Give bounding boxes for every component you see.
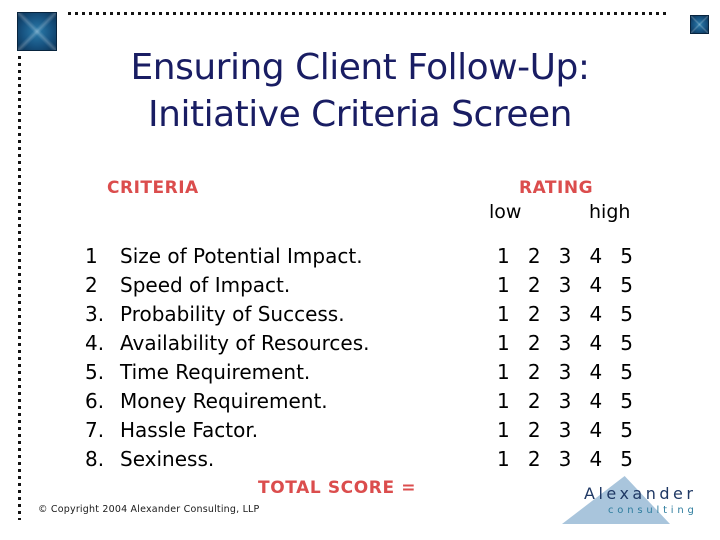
criteria-label: Hassle Factor. xyxy=(120,418,259,442)
slide-title-line2: Initiative Criteria Screen xyxy=(148,94,572,135)
criteria-label: Money Requirement. xyxy=(120,389,328,413)
rating-value: 2 xyxy=(527,418,541,442)
criteria-label: Time Requirement. xyxy=(120,360,311,384)
rating-scale: 1 2 3 4 5 xyxy=(497,302,633,326)
rating-value: 1 xyxy=(497,360,510,384)
rating-scale: 1 2 3 4 5 xyxy=(497,447,633,471)
alexander-consulting-logo: Alexander consulting xyxy=(560,474,715,526)
dotted-rule-vertical xyxy=(18,56,21,520)
rating-scale: 1 2 3 4 5 xyxy=(497,331,633,355)
rating-value: 1 xyxy=(497,447,510,471)
criteria-label: Probability of Success. xyxy=(120,302,345,326)
rating-high-label: high xyxy=(589,201,631,223)
criteria-heading: CRITERIA xyxy=(107,178,199,198)
copyright-text: © Copyright 2004 Alexander Consulting, L… xyxy=(38,504,260,515)
rating-value: 1 xyxy=(497,273,510,297)
criteria-row: 8. Sexiness. 1 2 3 4 5 xyxy=(0,447,720,476)
rating-value: 5 xyxy=(620,447,633,471)
rating-value: 5 xyxy=(620,244,633,268)
criteria-row: 6. Money Requirement. 1 2 3 4 5 xyxy=(0,389,720,418)
rating-value: 1 xyxy=(497,244,510,268)
criteria-number: 5. xyxy=(85,360,105,384)
rating-value: 3 xyxy=(558,302,572,326)
logo-subtitle-text: consulting xyxy=(608,505,698,516)
slide-title: Ensuring Client Follow-Up: Initiative Cr… xyxy=(0,44,720,138)
rating-value: 2 xyxy=(527,360,541,384)
rating-value: 4 xyxy=(589,418,603,442)
criteria-label: Size of Potential Impact. xyxy=(120,244,363,268)
rating-value: 1 xyxy=(497,418,510,442)
criteria-row: 7. Hassle Factor. 1 2 3 4 5 xyxy=(0,418,720,447)
rating-value: 4 xyxy=(589,273,603,297)
rating-value: 4 xyxy=(589,244,603,268)
rating-value: 1 xyxy=(497,389,510,413)
criteria-label: Availability of Resources. xyxy=(120,331,370,355)
rating-value: 3 xyxy=(558,331,572,355)
decorative-square-large xyxy=(17,12,57,51)
criteria-number: 3. xyxy=(85,302,105,326)
rating-value: 1 xyxy=(497,331,510,355)
rating-scale: 1 2 3 4 5 xyxy=(497,273,633,297)
decorative-square-small xyxy=(690,15,709,34)
rating-value: 1 xyxy=(497,302,510,326)
rating-value: 5 xyxy=(620,331,633,355)
rating-value: 2 xyxy=(527,273,541,297)
rating-scale: 1 2 3 4 5 xyxy=(497,244,633,268)
rating-low-label: low xyxy=(489,201,522,223)
rating-value: 5 xyxy=(620,418,633,442)
criteria-number: 8. xyxy=(85,447,105,471)
rating-value: 5 xyxy=(620,360,633,384)
rating-value: 4 xyxy=(589,389,603,413)
rating-value: 4 xyxy=(589,360,603,384)
criteria-number: 1 xyxy=(85,244,98,268)
rating-heading: RATING xyxy=(519,178,594,198)
rating-value: 2 xyxy=(527,244,541,268)
dotted-rule-horizontal xyxy=(68,12,667,15)
criteria-row: 1 Size of Potential Impact. 1 2 3 4 5 xyxy=(0,244,720,273)
rating-value: 5 xyxy=(620,302,633,326)
criteria-row: 2 Speed of Impact. 1 2 3 4 5 xyxy=(0,273,720,302)
rating-value: 3 xyxy=(558,389,572,413)
rating-value: 2 xyxy=(527,331,541,355)
rating-value: 3 xyxy=(558,273,572,297)
rating-value: 5 xyxy=(620,273,633,297)
rating-value: 4 xyxy=(589,331,603,355)
criteria-number: 2 xyxy=(85,273,98,297)
criteria-number: 4. xyxy=(85,331,105,355)
rating-value: 2 xyxy=(527,447,541,471)
rating-value: 5 xyxy=(620,389,633,413)
rating-scale: 1 2 3 4 5 xyxy=(497,418,633,442)
criteria-label: Speed of Impact. xyxy=(120,273,291,297)
total-score-label: TOTAL SCORE = xyxy=(258,478,417,498)
rating-scale: 1 2 3 4 5 xyxy=(497,360,633,384)
criteria-row: 4. Availability of Resources. 1 2 3 4 5 xyxy=(0,331,720,360)
criteria-label: Sexiness. xyxy=(120,447,215,471)
slide-title-line1: Ensuring Client Follow-Up: xyxy=(130,47,590,88)
criteria-row: 3. Probability of Success. 1 2 3 4 5 xyxy=(0,302,720,331)
criteria-number: 7. xyxy=(85,418,105,442)
rating-value: 3 xyxy=(558,360,572,384)
criteria-row: 5. Time Requirement. 1 2 3 4 5 xyxy=(0,360,720,389)
rating-value: 3 xyxy=(558,447,572,471)
criteria-number: 6. xyxy=(85,389,105,413)
rating-value: 3 xyxy=(558,418,572,442)
rating-value: 4 xyxy=(589,447,603,471)
rating-value: 3 xyxy=(558,244,572,268)
rating-value: 2 xyxy=(527,389,541,413)
rating-value: 2 xyxy=(527,302,541,326)
logo-name-text: Alexander xyxy=(584,484,697,503)
rating-scale: 1 2 3 4 5 xyxy=(497,389,633,413)
rating-value: 4 xyxy=(589,302,603,326)
